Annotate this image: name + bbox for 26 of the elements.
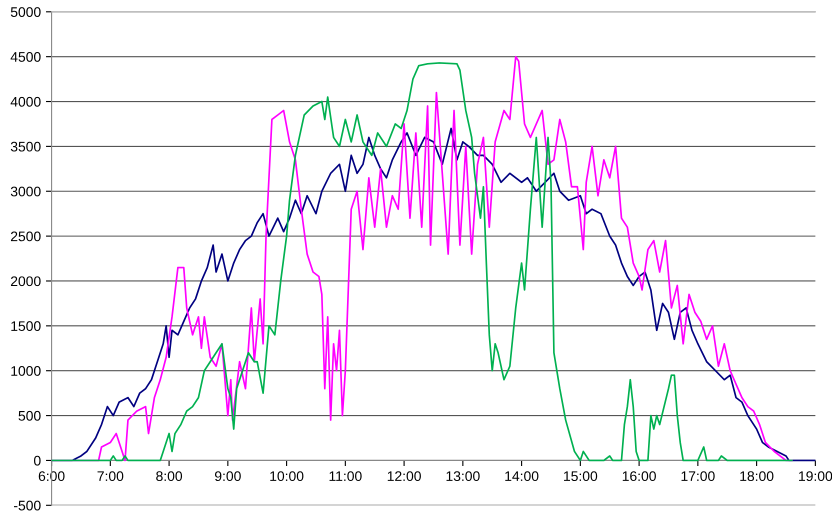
y-tick-label: 5000	[10, 7, 41, 17]
y-tick-label: -500	[14, 500, 41, 510]
x-tick-label: 19:00	[799, 471, 832, 482]
x-tick-label: 17:00	[682, 471, 715, 482]
x-tick-label: 10:00	[270, 471, 304, 482]
x-tick-label: 13:00	[446, 471, 480, 482]
y-tick-label: 3000	[10, 186, 41, 196]
y-tick-label: 1000	[11, 366, 41, 376]
y-tick-label: 500	[18, 410, 41, 421]
y-tick-label: 2000	[10, 276, 41, 286]
x-tick-label: 7:00	[98, 471, 124, 482]
y-tick-label: 0	[34, 456, 41, 466]
x-tick-label: 8:00	[156, 471, 182, 482]
x-tick-label: 12:00	[388, 471, 421, 482]
x-tick-label: 11:00	[330, 471, 362, 482]
y-tick-label: 4000	[10, 96, 41, 107]
x-tick-label: 16:00	[622, 471, 656, 482]
x-tick-label: 18:00	[740, 471, 774, 482]
x-tick-label: 6:00	[38, 471, 65, 482]
x-tick-label: 14:00	[505, 471, 538, 482]
y-tick-label: 3500	[10, 142, 41, 152]
y-tick-label: 4500	[10, 52, 41, 62]
x-tick-label: 9:00	[214, 471, 241, 482]
x-tick-label: 15:00	[564, 471, 598, 482]
y-tick-label: 2500	[10, 231, 41, 242]
y-tick-label: 1500	[11, 321, 41, 332]
